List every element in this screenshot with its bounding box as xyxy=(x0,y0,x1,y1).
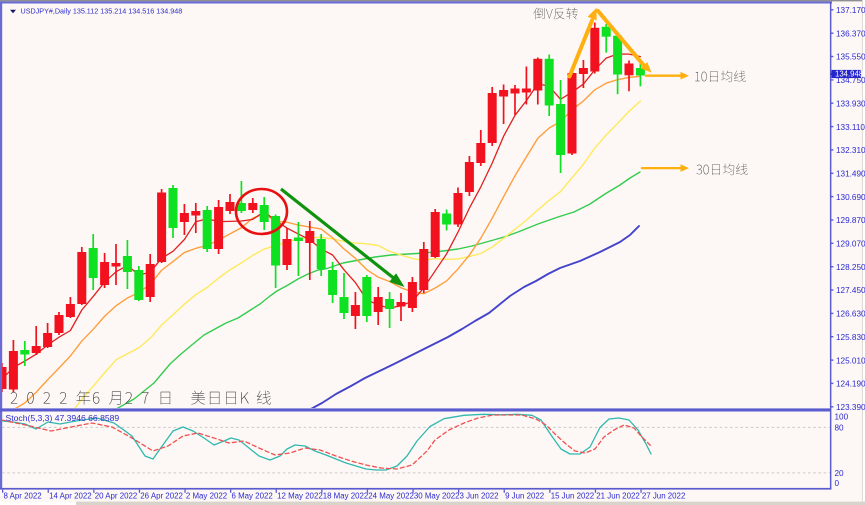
svg-text:18 May 2022: 18 May 2022 xyxy=(323,491,369,500)
svg-text:20 Apr 2022: 20 Apr 2022 xyxy=(95,491,138,500)
svg-text:80: 80 xyxy=(835,424,845,433)
svg-text:133.110: 133.110 xyxy=(836,123,865,132)
svg-text:131.490: 131.490 xyxy=(836,170,865,179)
svg-text:9 Jun 2022: 9 Jun 2022 xyxy=(505,491,544,500)
svg-text:26 Apr 2022: 26 Apr 2022 xyxy=(140,491,183,500)
svg-text:129.070: 129.070 xyxy=(836,240,865,249)
svg-text:2 May 2022: 2 May 2022 xyxy=(186,491,227,500)
svg-text:3 Jun 2022: 3 Jun 2022 xyxy=(460,491,499,500)
svg-text:135.550: 135.550 xyxy=(836,53,865,62)
svg-text:127.450: 127.450 xyxy=(836,286,865,295)
svg-text:24 May 2022: 24 May 2022 xyxy=(368,491,414,500)
svg-text:6 May 2022: 6 May 2022 xyxy=(232,491,273,500)
svg-text:123.390: 123.390 xyxy=(836,403,865,412)
svg-text:125.010: 125.010 xyxy=(836,356,865,365)
svg-text:12 May 2022: 12 May 2022 xyxy=(277,491,323,500)
svg-text:134.750: 134.750 xyxy=(836,76,865,85)
svg-text:136.370: 136.370 xyxy=(836,29,865,38)
svg-text:137.170: 137.170 xyxy=(836,6,865,15)
svg-text:27 Jun 2022: 27 Jun 2022 xyxy=(642,491,685,500)
svg-text:124.190: 124.190 xyxy=(836,380,865,389)
svg-text:20: 20 xyxy=(835,469,845,478)
svg-text:USDJPY#,Daily 135.112 135.214: USDJPY#,Daily 135.112 135.214 134.516 13… xyxy=(21,7,183,16)
svg-text:132.310: 132.310 xyxy=(836,146,865,155)
svg-text:134.948: 134.948 xyxy=(835,70,863,79)
svg-text:14 Apr 2022: 14 Apr 2022 xyxy=(49,491,92,500)
svg-text:126.630: 126.630 xyxy=(836,310,865,319)
svg-text:30 May 2022: 30 May 2022 xyxy=(414,491,460,500)
svg-text:Stoch(5,3,3) 47.3946 66.8589: Stoch(5,3,3) 47.3946 66.8589 xyxy=(6,413,120,423)
svg-text:21 Jun 2022: 21 Jun 2022 xyxy=(596,491,639,500)
svg-text:130.690: 130.690 xyxy=(836,193,865,202)
svg-text:0: 0 xyxy=(835,479,840,488)
svg-text:125.830: 125.830 xyxy=(836,333,865,342)
svg-text:129.870: 129.870 xyxy=(836,216,865,225)
svg-text:128.250: 128.250 xyxy=(836,263,865,272)
svg-text:133.930: 133.930 xyxy=(836,99,865,108)
svg-text:100: 100 xyxy=(835,412,849,421)
svg-text:8 Apr 2022: 8 Apr 2022 xyxy=(4,491,42,500)
svg-text:15 Jun 2022: 15 Jun 2022 xyxy=(551,491,594,500)
